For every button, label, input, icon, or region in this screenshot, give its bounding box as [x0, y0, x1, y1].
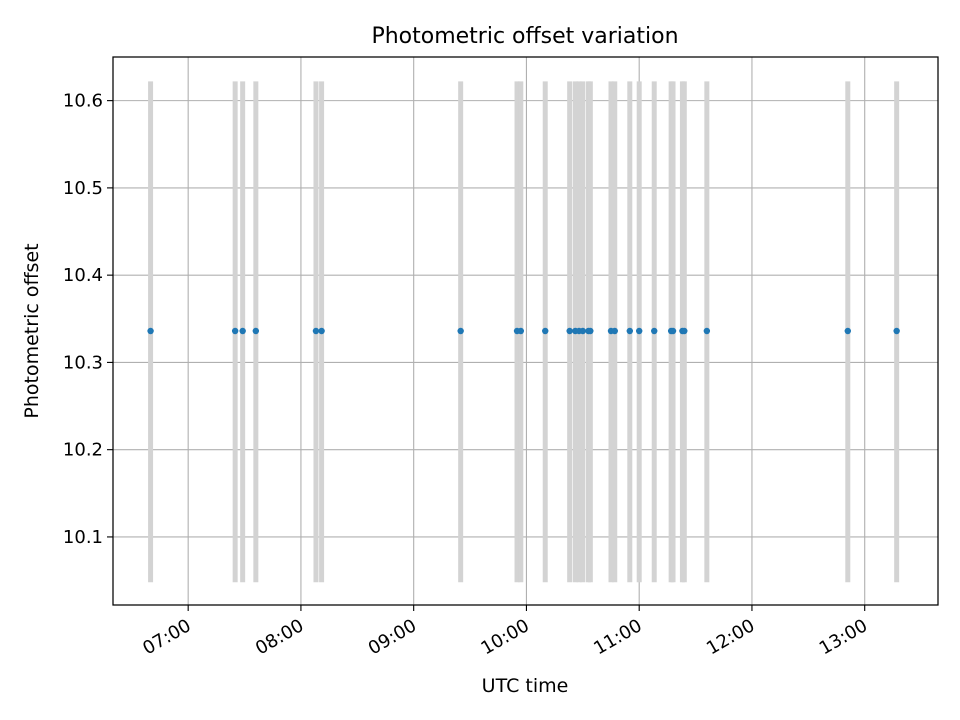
plot-frame: [112, 56, 939, 606]
y-tick-label: 10.4: [63, 265, 103, 286]
y-tick-label: 10.6: [63, 91, 103, 112]
data-point: [231, 327, 239, 335]
y-tick-label: 10.2: [63, 440, 103, 461]
data-point: [611, 327, 618, 335]
y-tick-label: 10.1: [63, 527, 103, 548]
data-point: [566, 327, 573, 335]
data-point: [312, 327, 320, 335]
x-axis-label: UTC time: [482, 675, 569, 697]
y-tick-label: 10.5: [63, 178, 103, 199]
data-point: [681, 327, 688, 335]
data-point: [893, 327, 900, 335]
data-point: [517, 327, 525, 335]
y-axis-label: Photometric offset: [21, 243, 43, 418]
data-point: [252, 327, 260, 335]
data-point: [587, 327, 594, 335]
data-point: [651, 327, 658, 335]
points-layer: [147, 327, 900, 335]
data-point: [239, 327, 246, 335]
data-point: [457, 327, 464, 335]
chart-title: Photometric offset variation: [371, 24, 678, 49]
data-point: [626, 327, 633, 335]
data-point: [147, 327, 154, 335]
data-point: [542, 327, 549, 335]
data-point: [669, 327, 677, 335]
data-point: [844, 327, 851, 335]
data-point: [635, 327, 643, 335]
data-point: [579, 327, 587, 335]
data-point: [703, 327, 711, 335]
data-point: [318, 327, 325, 335]
y-tick-label: 10.3: [63, 352, 103, 373]
